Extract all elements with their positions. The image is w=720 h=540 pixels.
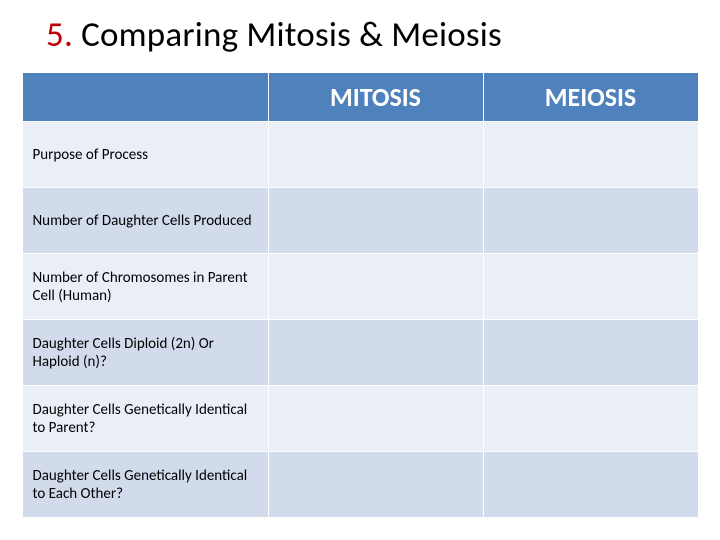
cell-meiosis: [483, 452, 698, 518]
header-blank: [22, 73, 268, 122]
header-meiosis: MEIOSIS: [483, 73, 698, 122]
row-label: Daughter Cells Genetically Identical to …: [22, 386, 268, 452]
header-mitosis: MITOSIS: [268, 73, 483, 122]
cell-meiosis: [483, 254, 698, 320]
table-row: Purpose of Process: [22, 122, 698, 188]
cell-meiosis: [483, 122, 698, 188]
title-number: 5.: [46, 14, 73, 56]
row-label: Number of Chromosomes in Parent Cell (Hu…: [22, 254, 268, 320]
comparison-table: MITOSIS MEIOSIS Purpose of Process Numbe…: [22, 72, 699, 518]
table-row: Number of Chromosomes in Parent Cell (Hu…: [22, 254, 698, 320]
slide-title: 5. Comparing Mitosis & Meiosis: [46, 14, 700, 56]
row-label: Purpose of Process: [22, 122, 268, 188]
cell-mitosis: [268, 188, 483, 254]
cell-meiosis: [483, 320, 698, 386]
cell-mitosis: [268, 122, 483, 188]
cell-mitosis: [268, 254, 483, 320]
table-row: Daughter Cells Diploid (2n) Or Haploid (…: [22, 320, 698, 386]
row-label: Daughter Cells Genetically Identical to …: [22, 452, 268, 518]
slide: 5. Comparing Mitosis & Meiosis MITOSIS M…: [0, 0, 720, 540]
row-label: Daughter Cells Diploid (2n) Or Haploid (…: [22, 320, 268, 386]
row-label: Number of Daughter Cells Produced: [22, 188, 268, 254]
title-text: Comparing Mitosis & Meiosis: [81, 14, 502, 56]
cell-mitosis: [268, 452, 483, 518]
cell-mitosis: [268, 320, 483, 386]
table-row: Daughter Cells Genetically Identical to …: [22, 386, 698, 452]
cell-meiosis: [483, 188, 698, 254]
table-row: Daughter Cells Genetically Identical to …: [22, 452, 698, 518]
table-row: Number of Daughter Cells Produced: [22, 188, 698, 254]
table-header-row: MITOSIS MEIOSIS: [22, 73, 698, 122]
cell-meiosis: [483, 386, 698, 452]
cell-mitosis: [268, 386, 483, 452]
